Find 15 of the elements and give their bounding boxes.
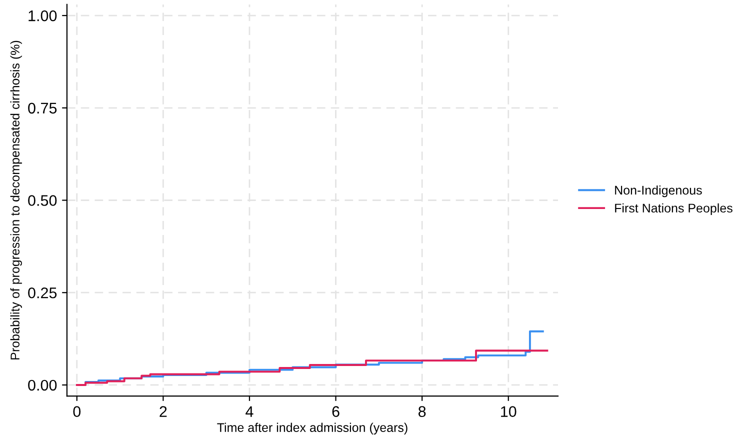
x-axis-title: Time after index admission (years) (217, 422, 408, 434)
y-tick-label: 0.50 (28, 195, 57, 206)
x-tick-label: 6 (332, 406, 340, 417)
y-axis-title: Probability of progression to decompensated cirrhosis (%) (10, 40, 22, 360)
y-tick-label: 0.75 (28, 102, 57, 114)
legend-label: First Nations Peoples (615, 203, 732, 216)
y-tick-label: 1.00 (28, 10, 57, 22)
y-tick-label: 0.25 (28, 287, 57, 298)
x-tick-label: 10 (501, 406, 516, 417)
x-tick-label: 8 (418, 406, 426, 417)
legend-label: Non-Indigenous (615, 185, 702, 198)
x-tick-label: 0 (73, 406, 81, 417)
y-tick-label: 0.00 (28, 380, 57, 391)
x-tick-label: 2 (160, 406, 167, 417)
x-tick-label: 4 (246, 406, 254, 417)
